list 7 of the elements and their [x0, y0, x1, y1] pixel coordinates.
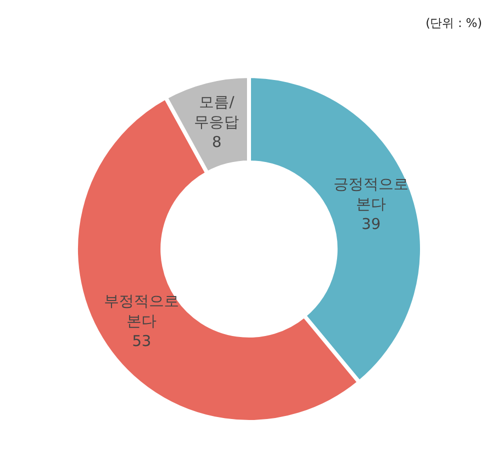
slice-label: 긍정적으로 본다: [334, 174, 409, 213]
data-label: 39: [362, 214, 381, 233]
data-label: 8: [212, 133, 222, 152]
text: (단위 : %): [426, 16, 482, 30]
data-label: 53: [132, 332, 152, 350]
slice-label: 모름/무응답: [194, 93, 240, 132]
slice-label: 부정적으로 본다: [104, 292, 180, 330]
